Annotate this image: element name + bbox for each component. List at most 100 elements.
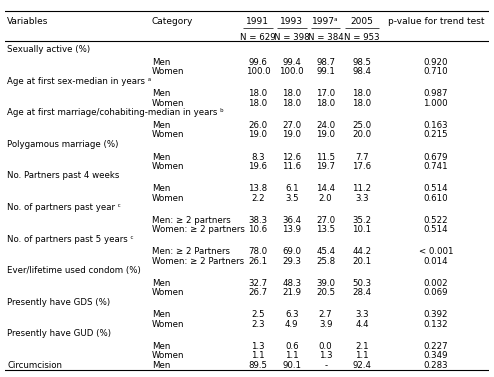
Text: 2.0: 2.0 [319,193,332,202]
Text: 29.3: 29.3 [282,257,301,266]
Text: 11.5: 11.5 [316,153,335,162]
Text: 89.5: 89.5 [248,361,267,370]
Text: 1991: 1991 [247,17,269,26]
Text: 45.4: 45.4 [316,247,335,256]
Text: 12.6: 12.6 [282,153,301,162]
Text: Women: Women [152,193,184,202]
Text: 99.4: 99.4 [283,58,301,67]
Text: 0.522: 0.522 [423,216,448,225]
Text: 0.0: 0.0 [319,342,332,351]
Text: 18.0: 18.0 [352,89,371,98]
Text: 28.4: 28.4 [352,288,371,297]
Text: 1.1: 1.1 [285,351,298,360]
Text: 1993: 1993 [280,17,303,26]
Text: Women: Women [152,162,184,171]
Text: 38.3: 38.3 [248,216,267,225]
Text: 90.1: 90.1 [282,361,301,370]
Text: 36.4: 36.4 [282,216,301,225]
Text: 19.0: 19.0 [316,130,335,139]
Text: N = 629: N = 629 [240,33,276,42]
Text: Women: Women [152,99,184,108]
Text: Women: ≥ 2 partners: Women: ≥ 2 partners [152,225,245,234]
Text: 13.9: 13.9 [282,225,301,234]
Text: 0.987: 0.987 [423,89,448,98]
Text: Age at first marriage/cohabiting-median in years ᵇ: Age at first marriage/cohabiting-median … [7,108,224,117]
Text: 0.679: 0.679 [423,153,448,162]
Text: 0.741: 0.741 [423,162,448,171]
Text: 32.7: 32.7 [248,279,267,288]
Text: Age at first sex-median in years ᵃ: Age at first sex-median in years ᵃ [7,77,152,86]
Text: 2.3: 2.3 [251,320,265,329]
Text: 44.2: 44.2 [352,247,371,256]
Text: N = 398: N = 398 [274,33,310,42]
Text: Men: Men [152,153,170,162]
Text: 39.0: 39.0 [316,279,335,288]
Text: 0.069: 0.069 [423,288,448,297]
Text: 2005: 2005 [351,17,373,26]
Text: Men: Men [152,310,170,319]
Text: 98.4: 98.4 [353,67,371,76]
Text: 2.2: 2.2 [251,193,265,202]
Text: 2.7: 2.7 [319,310,332,319]
Text: 19.0: 19.0 [282,130,301,139]
Text: 26.1: 26.1 [248,257,267,266]
Text: 19.0: 19.0 [248,130,267,139]
Text: 48.3: 48.3 [282,279,301,288]
Text: Men: Men [152,342,170,351]
Text: 0.610: 0.610 [423,193,448,202]
Text: 18.0: 18.0 [282,89,301,98]
Text: Women: Women [152,67,184,76]
Text: Category: Category [152,17,193,26]
Text: 17.0: 17.0 [316,89,335,98]
Text: Men: Men [152,361,170,370]
Text: 0.6: 0.6 [285,342,298,351]
Text: 19.7: 19.7 [316,162,335,171]
Text: Men: Men [152,89,170,98]
Text: 0.283: 0.283 [423,361,448,370]
Text: 1.1: 1.1 [355,351,369,360]
Text: Presently have GUD (%): Presently have GUD (%) [7,329,111,338]
Text: p-value for trend test: p-value for trend test [388,17,484,26]
Text: 3.3: 3.3 [355,310,369,319]
Text: 19.6: 19.6 [248,162,267,171]
Text: 100.0: 100.0 [280,67,304,76]
Text: 24.0: 24.0 [316,121,335,130]
Text: 0.014: 0.014 [423,257,448,266]
Text: 0.349: 0.349 [423,351,448,360]
Text: 20.1: 20.1 [352,257,371,266]
Text: 1.1: 1.1 [251,351,265,360]
Text: 8.3: 8.3 [251,153,265,162]
Text: Women: Women [152,288,184,297]
Text: 18.0: 18.0 [248,99,267,108]
Text: Circumcision: Circumcision [7,361,62,370]
Text: 98.7: 98.7 [316,58,335,67]
Text: No. of partners past 5 years ᶜ: No. of partners past 5 years ᶜ [7,234,134,244]
Text: 78.0: 78.0 [248,247,267,256]
Text: 1.000: 1.000 [423,99,448,108]
Text: Polygamous marriage (%): Polygamous marriage (%) [7,140,119,149]
Text: 0.132: 0.132 [423,320,448,329]
Text: 3.5: 3.5 [285,193,298,202]
Text: 1.3: 1.3 [319,351,332,360]
Text: 10.1: 10.1 [352,225,371,234]
Text: 21.9: 21.9 [282,288,301,297]
Text: 6.1: 6.1 [285,184,298,193]
Text: 99.6: 99.6 [248,58,267,67]
Text: 14.4: 14.4 [316,184,335,193]
Text: Women: Women [152,130,184,139]
Text: 18.0: 18.0 [316,99,335,108]
Text: 0.710: 0.710 [423,67,448,76]
Text: 4.4: 4.4 [355,320,369,329]
Text: 18.0: 18.0 [352,99,371,108]
Text: 0.392: 0.392 [423,310,448,319]
Text: 0.514: 0.514 [423,184,448,193]
Text: 17.6: 17.6 [352,162,371,171]
Text: N = 384: N = 384 [308,33,343,42]
Text: 0.215: 0.215 [423,130,448,139]
Text: 6.3: 6.3 [285,310,298,319]
Text: -: - [324,361,327,370]
Text: 7.7: 7.7 [355,153,369,162]
Text: 18.0: 18.0 [282,99,301,108]
Text: Men: Men [152,184,170,193]
Text: 0.227: 0.227 [423,342,448,351]
